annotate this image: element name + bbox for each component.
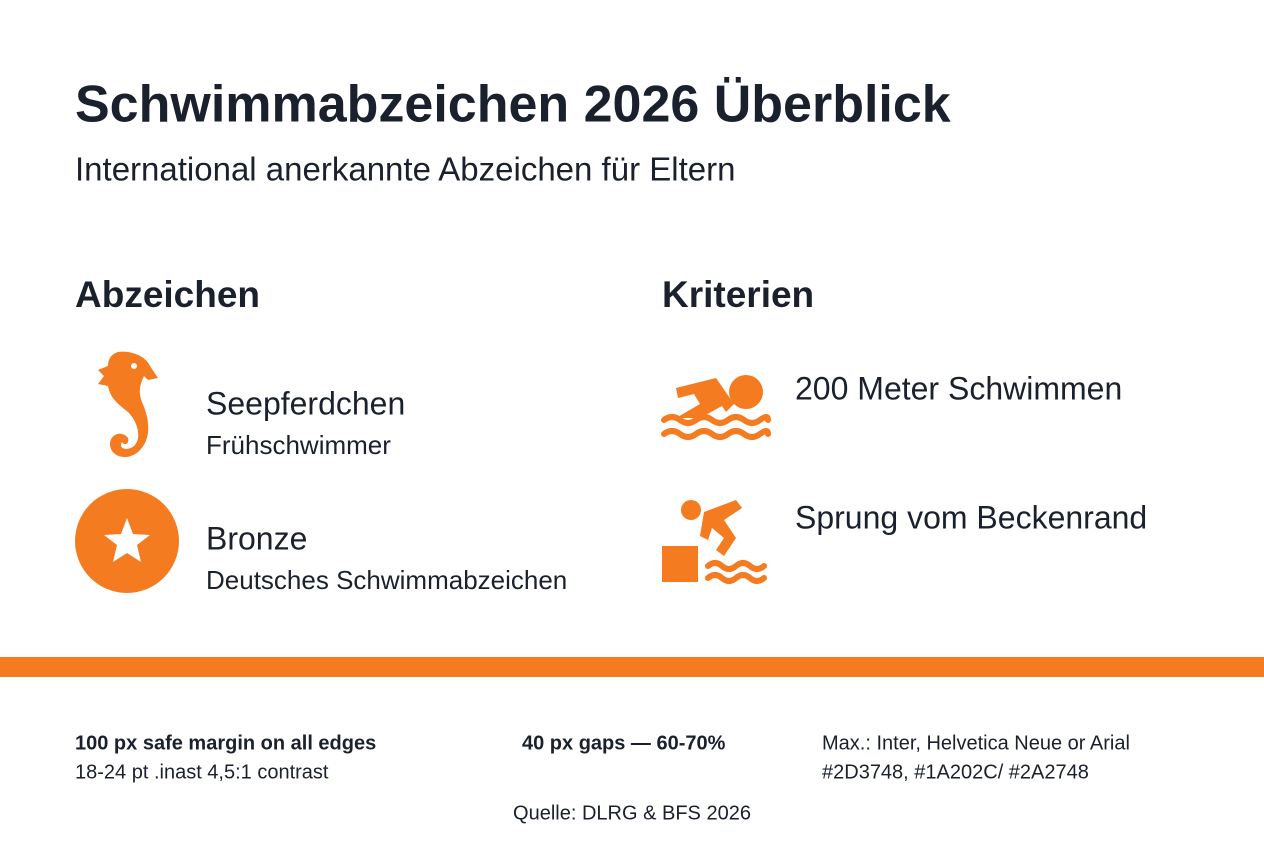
footer-note: 100 px safe margin on all edges (75, 732, 376, 754)
badge-description: Deutsches Schwimmabzeichen (206, 565, 567, 595)
seahorse-icon (98, 351, 158, 458)
section-heading: Kriterien (662, 274, 814, 315)
subtitle: International anerkannte Abzeichen für E… (75, 151, 735, 188)
divider-bar (0, 657, 1264, 677)
badge-name: Bronze (206, 520, 307, 556)
criterion: Sprung vom Beckenrand (795, 499, 1147, 535)
badge-name: Seepferdchen (206, 385, 405, 421)
section-heading: Abzeichen (75, 274, 260, 315)
swimmer-icon (661, 375, 771, 440)
footer-note: Max.: Inter, Helvetica Neue or Arial (822, 732, 1130, 754)
footer-note: 18-24 pt .inast 4,5:1 contrast (75, 761, 329, 783)
bronze-icon (75, 489, 179, 593)
title: Schwimmabzeichen 2026 Überblick (75, 76, 951, 134)
criterion: 200 Meter Schwimmen (795, 370, 1122, 406)
source: Quelle: DLRG & BFS 2026 (513, 802, 751, 824)
badge-description: Frühschwimmer (206, 430, 391, 460)
diver-icon (662, 500, 767, 584)
footer-note: 40 px gaps — 60-70% (522, 732, 726, 754)
footer-note: #2D3748, #1A202C/ #2A2748 (822, 761, 1089, 783)
